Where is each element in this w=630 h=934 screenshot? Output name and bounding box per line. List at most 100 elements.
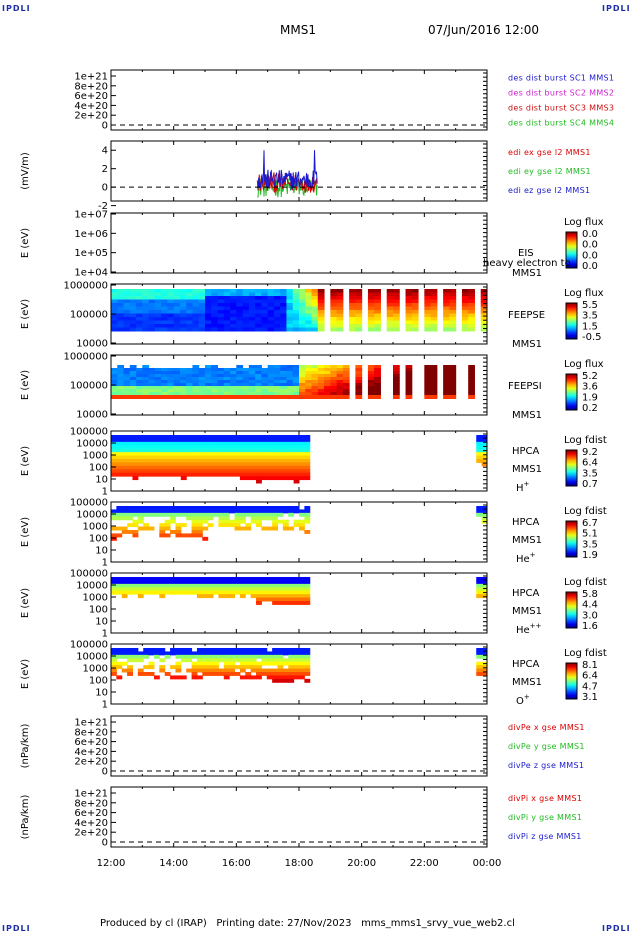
spectrogram-cell bbox=[111, 452, 117, 457]
spectrogram-cell bbox=[159, 455, 166, 460]
spectrogram-cell bbox=[129, 389, 137, 393]
spectrogram-cell bbox=[261, 327, 269, 332]
spectrogram-cell bbox=[272, 441, 279, 446]
spectrogram-cell bbox=[304, 678, 311, 683]
spectrogram-cell bbox=[207, 448, 214, 453]
spectrogram-cell bbox=[148, 577, 155, 581]
spectrogram-cell bbox=[111, 377, 118, 381]
spectrogram-cell bbox=[239, 448, 246, 453]
spectrogram-cell bbox=[179, 317, 187, 321]
spectrogram-cell bbox=[330, 383, 338, 387]
spectrogram-cell bbox=[121, 452, 128, 457]
spectrogram-cell bbox=[137, 583, 144, 588]
spectrogram-cell bbox=[245, 658, 252, 663]
colorbar-tick-label: 5.5 bbox=[582, 300, 598, 311]
spectrogram-cell bbox=[129, 310, 137, 314]
spectrogram-cell bbox=[468, 324, 475, 328]
spectrogram-cell bbox=[142, 320, 150, 325]
spectrogram-cell bbox=[239, 472, 246, 477]
spectrogram-cell bbox=[170, 438, 176, 443]
spectrogram-cell bbox=[305, 368, 313, 372]
spectrogram-cell bbox=[173, 303, 181, 307]
spectrogram-cell bbox=[213, 462, 219, 467]
spectrogram-cell bbox=[336, 310, 344, 314]
spectrogram-cell bbox=[468, 313, 475, 318]
spectrogram-cell bbox=[299, 365, 306, 369]
spectrogram-cell bbox=[127, 577, 133, 581]
spectrogram-cell bbox=[127, 654, 133, 659]
spectrogram-cell bbox=[196, 675, 203, 680]
spectrogram-cell bbox=[230, 296, 237, 300]
spectrogram-cell bbox=[205, 371, 212, 375]
spectrogram-cell bbox=[245, 590, 252, 595]
spectrogram-cell bbox=[123, 296, 131, 300]
spectrogram-cell bbox=[192, 313, 200, 318]
spectrogram-cell bbox=[132, 438, 139, 443]
spectrogram-cell bbox=[299, 523, 305, 528]
instrument-label: EIS bbox=[518, 248, 534, 259]
colorbar-tick-label: 5.1 bbox=[582, 529, 598, 540]
spectrogram-cell bbox=[127, 445, 133, 450]
legend-entry: divPi z gse MMS1 bbox=[508, 832, 582, 841]
spectrogram-cell bbox=[424, 371, 432, 375]
spectrogram-cell bbox=[175, 459, 182, 463]
spectrogram-cell bbox=[443, 368, 450, 372]
spectrogram-cell bbox=[186, 296, 193, 300]
spectrogram-cell bbox=[355, 377, 363, 381]
spectrogram-cell bbox=[142, 365, 150, 369]
spectrogram-cell bbox=[317, 303, 325, 307]
y-tick-label: 1 bbox=[102, 487, 108, 498]
spectrogram-cell bbox=[367, 306, 375, 311]
spectrogram-cell bbox=[170, 509, 176, 514]
spectrogram-cell bbox=[167, 324, 175, 328]
spectrogram-cell bbox=[272, 476, 279, 481]
spectrogram-cell bbox=[137, 651, 144, 656]
y-tick-label: 2e+20 bbox=[74, 757, 108, 768]
spectrogram-cell bbox=[218, 506, 225, 510]
spectrogram-cell bbox=[239, 441, 246, 446]
spectrogram-cell bbox=[136, 324, 143, 328]
spectrogram-cell bbox=[255, 327, 262, 332]
spectrogram-cell bbox=[248, 327, 256, 332]
spectrogram-cell bbox=[266, 448, 273, 453]
spectrogram-cell bbox=[305, 292, 313, 297]
spectrogram-cell bbox=[170, 452, 176, 457]
spectrogram-cell bbox=[159, 448, 166, 453]
y-tick-label: 0 bbox=[102, 121, 108, 132]
spectrogram-cell bbox=[218, 658, 225, 663]
spectrogram-cell bbox=[430, 392, 438, 396]
spectrogram-cell bbox=[236, 296, 244, 300]
spectrogram-cell bbox=[349, 317, 356, 321]
spectrogram-cell bbox=[261, 395, 269, 399]
spectrogram-cell bbox=[349, 313, 356, 318]
spectrogram-cell bbox=[299, 512, 305, 517]
spectrogram-cell bbox=[137, 459, 144, 463]
spectrogram-cell bbox=[153, 506, 160, 510]
spectrogram-cell bbox=[250, 658, 257, 663]
spectrogram-cell bbox=[250, 580, 257, 585]
spectrogram-cell bbox=[266, 583, 273, 588]
spectrogram-cell bbox=[164, 462, 171, 467]
y-axis-label: E (eV) bbox=[20, 517, 31, 547]
y-tick-label: 10 bbox=[95, 475, 108, 486]
spectrogram-cell bbox=[288, 651, 295, 656]
spectrogram-cell bbox=[223, 299, 231, 304]
spectrogram-cell bbox=[304, 601, 311, 605]
spectrogram-cell bbox=[196, 455, 203, 460]
spectrogram-cell bbox=[411, 292, 419, 297]
spectrogram-cell bbox=[191, 675, 198, 680]
spectrogram-cell bbox=[173, 386, 181, 390]
spectrogram-cell bbox=[175, 577, 182, 581]
spectrogram-cell bbox=[153, 459, 160, 463]
spectrogram-cell bbox=[180, 459, 187, 463]
spectrogram-cell bbox=[136, 310, 143, 314]
spectrogram-cell bbox=[405, 383, 413, 387]
spectrogram-cell bbox=[111, 587, 117, 592]
spectrogram-cell bbox=[288, 476, 295, 481]
spectrogram-cell bbox=[175, 448, 182, 453]
spectrogram-cell bbox=[292, 380, 300, 384]
spectrogram-cell bbox=[266, 672, 273, 676]
spectrogram-cell bbox=[336, 292, 344, 297]
spectrogram-cell bbox=[304, 577, 311, 581]
spectrogram-cell bbox=[127, 448, 133, 453]
